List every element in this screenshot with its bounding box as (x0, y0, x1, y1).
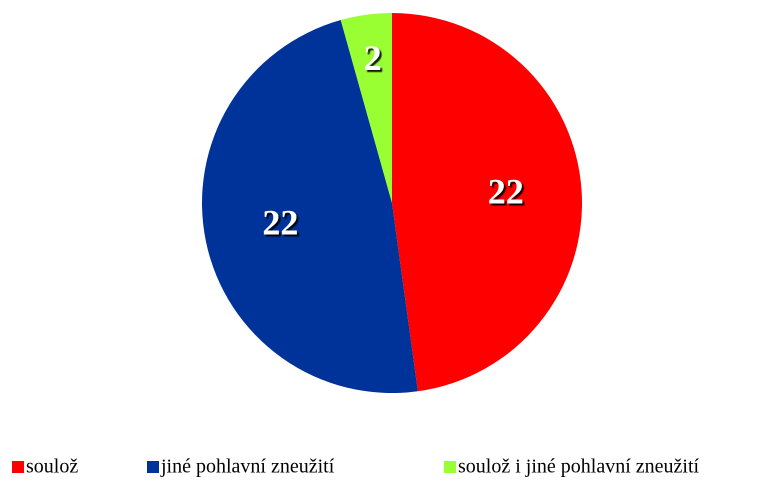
legend-label: soulož i jiné pohlavní zneužití (458, 456, 699, 478)
pie-slice (392, 13, 583, 392)
legend-swatch (12, 461, 24, 473)
pie-slice (340, 13, 392, 203)
pie-slice (201, 20, 418, 393)
data-label: 2 (364, 38, 382, 78)
legend-label: soulož (26, 456, 78, 478)
legend-label: jiné pohlavní zneužití (160, 456, 335, 478)
data-label: 22 (262, 202, 298, 242)
data-label: 22 (488, 171, 524, 211)
legend-swatch (444, 461, 456, 473)
legend-swatch (147, 461, 159, 473)
